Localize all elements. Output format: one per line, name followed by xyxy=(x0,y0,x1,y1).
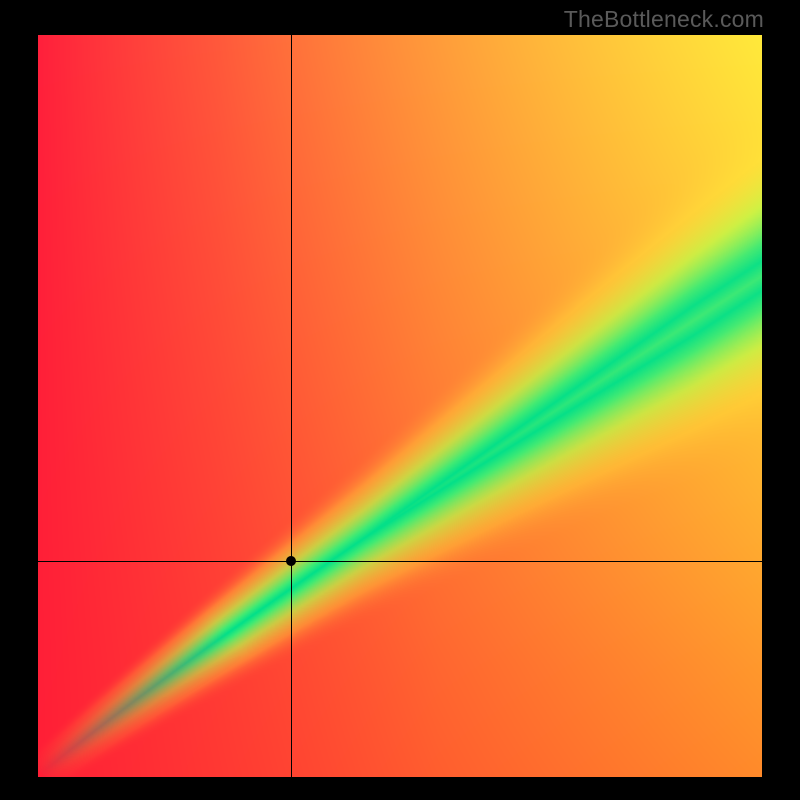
crosshair-vertical xyxy=(291,35,292,777)
crosshair-horizontal xyxy=(38,561,762,562)
watermark-text: TheBottleneck.com xyxy=(564,6,764,33)
crosshair-marker xyxy=(286,556,296,566)
heatmap-canvas xyxy=(38,35,762,777)
plot-area xyxy=(38,35,762,777)
